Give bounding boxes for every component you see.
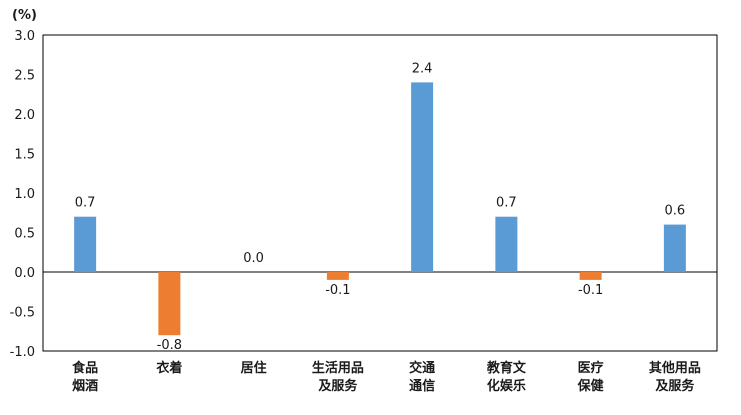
bar (74, 216, 97, 272)
category-label-line: 教育文 (486, 360, 527, 376)
data-label: 0.6 (665, 204, 686, 219)
data-label: 0.7 (496, 196, 517, 211)
data-label: -0.8 (157, 338, 182, 353)
y-tick-label: -1.0 (10, 345, 35, 360)
bar (495, 216, 518, 272)
category-label-line: 居住 (241, 360, 267, 376)
unit-label: (%) (12, 8, 37, 23)
category-label-line: 保健 (577, 378, 604, 394)
bar (158, 272, 181, 336)
y-tick-label: -0.5 (10, 306, 35, 321)
plot-area-border (42, 34, 718, 352)
data-label: 2.4 (412, 61, 433, 76)
category-label-line: 交通 (409, 360, 435, 376)
category-label-line: 食品 (72, 360, 98, 376)
data-label: 0.7 (75, 196, 96, 211)
category-label: 交通通信 (409, 360, 435, 394)
category-label-line: 及服务 (655, 378, 695, 394)
data-label: 0.0 (243, 251, 264, 266)
category-label-line: 生活用品 (312, 360, 364, 376)
category-label-line: 其他用品 (649, 360, 701, 376)
category-label-line: 化娱乐 (487, 378, 526, 394)
data-label: -0.1 (578, 283, 603, 298)
category-label: 其他用品及服务 (649, 360, 701, 394)
y-tick-label: 0.5 (14, 227, 35, 242)
category-label-line: 医疗 (578, 360, 604, 376)
bar (663, 224, 686, 272)
category-label: 生活用品及服务 (312, 360, 364, 394)
y-axis-ticks: 3.0 2.5 2.0 1.5 1.0 0.5 0.0 -0.5 -1.0 (10, 29, 35, 360)
category-label-line: 通信 (409, 378, 435, 394)
bar (411, 82, 434, 273)
y-tick-label: 2.0 (14, 108, 35, 123)
y-tick-label: 3.0 (14, 29, 35, 44)
y-tick-label: 2.5 (14, 69, 35, 84)
data-label: -0.1 (325, 283, 350, 298)
y-tick-label: 0.0 (14, 266, 35, 281)
category-label-line: 及服务 (318, 378, 358, 394)
bar (326, 272, 349, 280)
category-label-line: 衣着 (156, 360, 182, 376)
category-label: 食品烟酒 (72, 360, 98, 394)
category-label: 教育文化娱乐 (486, 360, 527, 394)
y-tick-label: 1.0 (14, 187, 35, 202)
bar (579, 272, 602, 280)
data-labels: 0.7 -0.8 0.0 -0.1 2.4 0.7 -0.1 0.6 (75, 61, 685, 353)
category-label-line: 烟酒 (72, 379, 98, 394)
category-label: 医疗保健 (577, 360, 604, 394)
category-label: 居住 (241, 360, 267, 376)
y-tick-label: 1.5 (14, 148, 35, 163)
category-labels: 食品烟酒 衣着 居住 生活用品及服务 交通通信 教育文化娱乐 医疗保健 其他用品及服务 (72, 360, 701, 394)
bars (74, 82, 686, 336)
category-label: 衣着 (156, 360, 182, 376)
